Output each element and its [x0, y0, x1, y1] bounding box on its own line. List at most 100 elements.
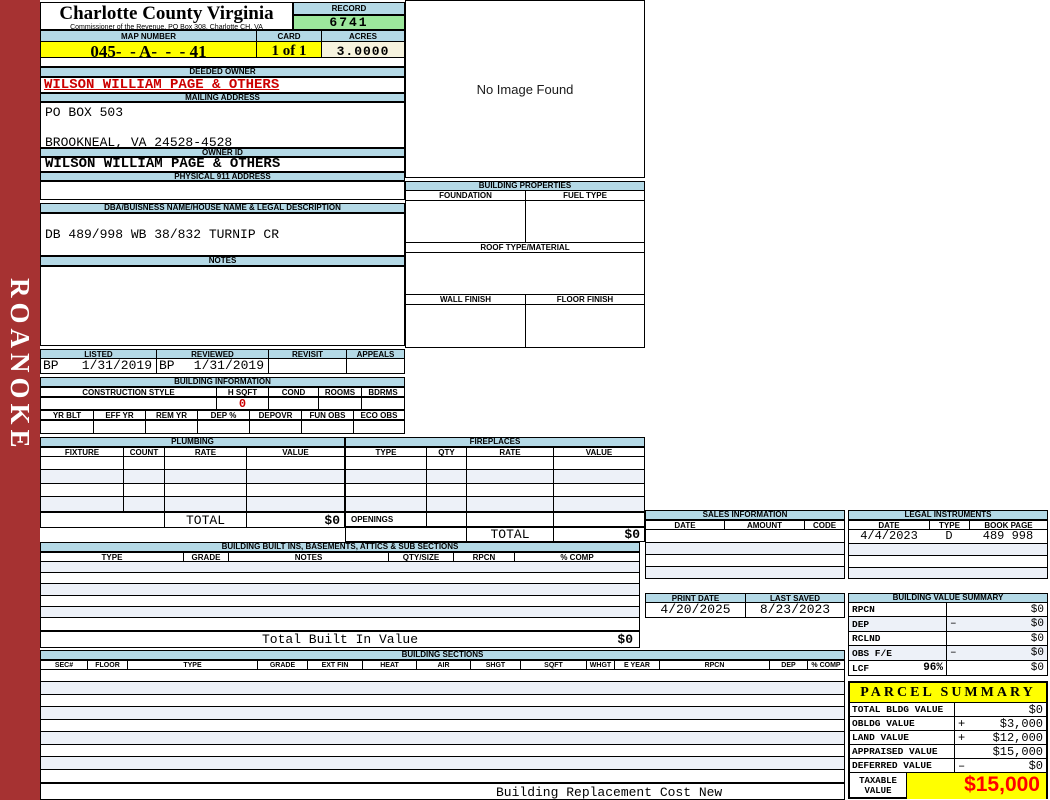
- taxable-value-row: TAXABLE VALUE $15,000: [850, 773, 1046, 799]
- table-row: [41, 484, 344, 497]
- physical-911-label: PHYSICAL 911 ADDRESS: [40, 172, 405, 181]
- print-date-value: 4/20/2025: [660, 603, 731, 617]
- replacement-cost-label: Building Replacement Cost New: [496, 785, 723, 800]
- building-properties-title: BUILDING PROPERTIES: [405, 181, 645, 191]
- wall-finish-cell: WALL FINISH: [406, 295, 525, 347]
- count-header: COUNT: [123, 448, 164, 456]
- table-row: [849, 556, 1047, 568]
- fireplaces-total-row: TOTAL $0: [345, 527, 645, 542]
- floor-finish-label: FLOOR FINISH: [526, 295, 644, 305]
- mailing-address-line2: BROOKNEAL, VA 24528-4528: [45, 135, 233, 150]
- county-header: Charlotte County Virginia Commissioner o…: [40, 2, 293, 31]
- yr-blt-value: [41, 421, 93, 433]
- listed-date: 1/31/2019: [81, 359, 152, 373]
- rooms-value: [318, 398, 361, 409]
- rpcn-header: RPCN: [453, 553, 514, 561]
- rem-yr-value: [145, 421, 197, 433]
- parcel-label: OBLDG VALUE: [852, 718, 915, 729]
- parcel-label: TOTAL BLDG VALUE: [852, 704, 944, 715]
- building-sections-footer-row: Building Replacement Cost New: [40, 783, 845, 800]
- built-ins-total-value: $0: [617, 632, 633, 647]
- ext-fin-header: EXT FIN: [307, 661, 362, 669]
- roof-label: ROOF TYPE/MATERIAL: [406, 243, 644, 253]
- bvs-value: $0: [1030, 662, 1044, 674]
- table-row: [41, 757, 844, 770]
- reviewed-by: BP: [159, 359, 175, 373]
- taxable-value-amount: $15,000: [907, 773, 1046, 799]
- built-ins-panel: BUILDING BUILT INS, BASEMENTS, ATTICS & …: [40, 542, 640, 648]
- record-box: RECORD 6741: [293, 2, 405, 30]
- table-row: [41, 573, 639, 584]
- rate-header: RATE: [164, 448, 246, 456]
- bvs-value: $0: [1030, 647, 1044, 659]
- table-row: [41, 695, 844, 707]
- fuel-type-label: FUEL TYPE: [526, 191, 644, 201]
- reviewed-label: REVIEWED: [156, 350, 268, 358]
- notes-value: [40, 266, 405, 346]
- type-header: TYPE: [929, 521, 969, 529]
- heat-header: HEAT: [362, 661, 416, 669]
- mailing-address-line1: PO BOX 503: [45, 105, 124, 120]
- appeals-label: APPEALS: [346, 350, 404, 358]
- bdrms-header: BDRMS: [361, 388, 404, 396]
- value-header: VALUE: [246, 448, 344, 456]
- appeals-value: [346, 359, 404, 373]
- last-saved-value: 8/23/2023: [745, 603, 844, 617]
- print-date-label: PRINT DATE: [671, 594, 720, 602]
- amount-header: AMOUNT: [724, 521, 804, 529]
- air-header: AIR: [416, 661, 470, 669]
- value-header: VALUE: [553, 448, 644, 456]
- fireplaces-panel: FIREPLACES TYPE QTY RATE VALUE OPENINGS: [345, 437, 645, 542]
- bvs-label: OBS F/E: [852, 647, 892, 659]
- date-header: DATE: [674, 521, 696, 529]
- depovr-value: [249, 421, 301, 433]
- foundation-label: FOUNDATION: [406, 191, 525, 201]
- bvs-row: DEP – $0: [849, 617, 1047, 632]
- sidebar: ROANOKE: [0, 0, 40, 800]
- eff-yr-value: [93, 421, 145, 433]
- reviewed-value: BP 1/31/2019: [156, 359, 268, 373]
- dep-pct-header: DEP %: [197, 411, 249, 419]
- fireplaces-total-label: TOTAL: [466, 528, 553, 541]
- eff-yr-header: EFF YR: [93, 411, 145, 419]
- dba-panel: DBA/BUISNESS NAME/HOUSE NAME & LEGAL DES…: [40, 203, 405, 346]
- bvs-label: DEP: [852, 618, 870, 630]
- code-header: CODE: [804, 521, 844, 529]
- built-ins-title: BUILDING BUILT INS, BASEMENTS, ATTICS & …: [40, 542, 640, 552]
- shgt-header: SHGT: [470, 661, 520, 669]
- parcel-value: $3,000: [999, 716, 1043, 731]
- h-sqft-header: H SQFT: [216, 388, 268, 396]
- bvs-value: $0: [1030, 632, 1044, 645]
- revisit-value: [268, 359, 346, 373]
- grade-header: GRADE: [257, 661, 307, 669]
- bvs-op: –: [950, 647, 957, 659]
- table-row: [41, 707, 844, 720]
- parcel-value: $12,000: [992, 730, 1043, 745]
- pct-comp-header: % COMP: [807, 661, 844, 669]
- table-row: [646, 543, 844, 555]
- map-card-acres: MAP NUMBER CARD ACRES 045- - A- - - 41 1…: [40, 30, 405, 62]
- type-header: TYPE: [127, 661, 257, 669]
- bdrms-value: [361, 398, 404, 409]
- rpcn-header: RPCN: [659, 661, 769, 669]
- construction-style-header: CONSTRUCTION STYLE: [82, 388, 175, 396]
- owner-panel: DEEDED OWNER WILSON WILLIAM PAGE & OTHER…: [40, 57, 405, 200]
- parcel-op: +: [958, 716, 966, 731]
- e-year-header: E YEAR: [614, 661, 659, 669]
- parcel-row: LAND VALUE + $12,000: [850, 731, 1046, 745]
- parcel-row: DEFERRED VALUE – $0: [850, 759, 1046, 773]
- parcel-label: LAND VALUE: [852, 732, 910, 743]
- plumbing-total-value: $0: [246, 513, 344, 527]
- table-row: [849, 544, 1047, 556]
- building-properties-panel: BUILDING PROPERTIES FOUNDATION FUEL TYPE…: [405, 181, 645, 348]
- plumbing-total-row: TOTAL $0: [40, 512, 345, 528]
- legal-instrument-row: 4/4/2023 D 489 998: [849, 530, 1047, 544]
- listed-by: BP: [43, 359, 59, 373]
- deeded-owner-label: DEEDED OWNER: [40, 67, 405, 77]
- last-saved-label: LAST SAVED: [745, 594, 844, 602]
- notes-label: NOTES: [40, 256, 405, 266]
- qty-header: QTY: [426, 448, 466, 456]
- table-row: [346, 484, 644, 497]
- bvs-label: LCF: [852, 662, 870, 674]
- depovr-header: DEPOVR: [249, 411, 301, 419]
